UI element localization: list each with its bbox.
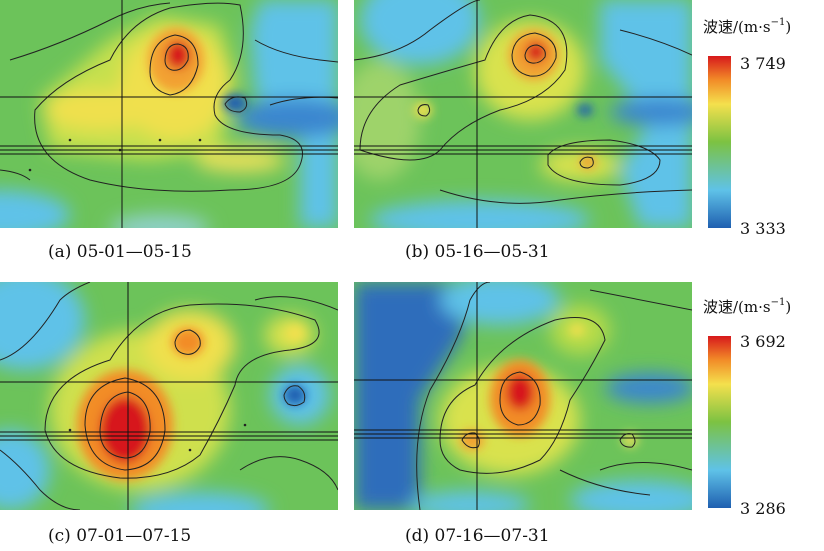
panel-c-map <box>0 282 338 510</box>
legend-bottom-max: 3 692 <box>740 332 786 351</box>
legend-bottom-min: 3 286 <box>740 499 786 518</box>
legend-bottom-colorbar <box>708 336 731 508</box>
legend-top: 波速/(m·s−1) 3 749 3 333 <box>703 17 791 238</box>
legend-top-title: 波速/(m·s−1) <box>703 17 791 36</box>
panel-d-map <box>354 282 692 510</box>
legend-bottom: 波速/(m·s−1) 3 692 3 286 <box>703 297 791 518</box>
legend-top-min: 3 333 <box>740 219 786 238</box>
panel-a-map <box>0 0 338 228</box>
panel-b-map <box>354 0 692 228</box>
caption-panel-a: (a) 05-01—05-15 <box>48 242 192 262</box>
caption-panel-b: (b) 05-16—05-31 <box>405 242 550 262</box>
caption-panel-c: (c) 07-01—07-15 <box>48 526 191 546</box>
caption-panel-d: (d) 07-16—07-31 <box>405 526 550 546</box>
legend-top-max: 3 749 <box>740 54 786 73</box>
legend-top-colorbar <box>708 56 731 228</box>
legend-bottom-title: 波速/(m·s−1) <box>703 297 791 316</box>
